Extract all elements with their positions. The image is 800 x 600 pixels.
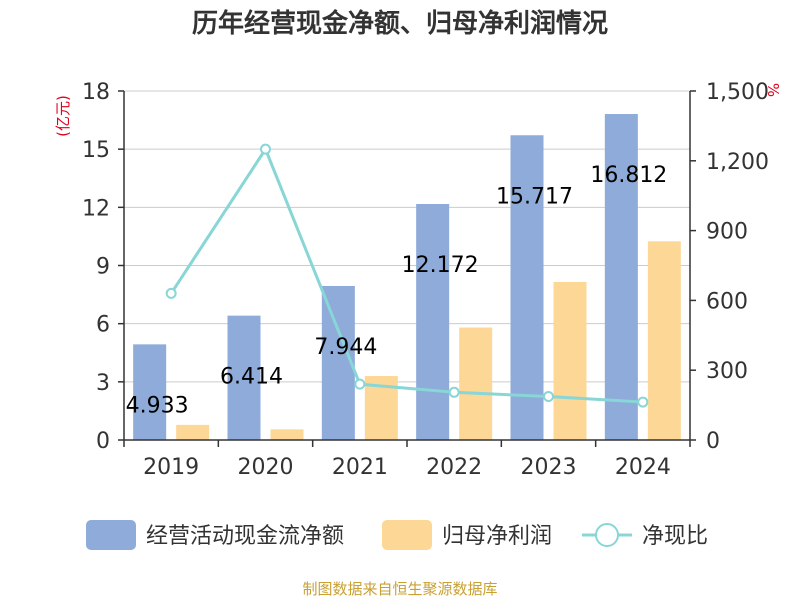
profit-bar: [647, 241, 681, 440]
bars: [133, 114, 681, 440]
legend: 经营活动现金流净额 归母净利润 净现比: [86, 520, 708, 550]
ratio-point: [260, 143, 271, 155]
right-tick-label: 300: [706, 359, 748, 384]
data-labels: 4.933 6.414 7.944 12.172 15.717 16.812: [126, 163, 668, 418]
left-axis-unit: (亿元): [54, 95, 72, 137]
ratio-point: [543, 390, 554, 402]
axes: [118, 90, 696, 447]
ratio-point: [354, 378, 366, 390]
right-tick-label: 900: [706, 220, 748, 245]
cashflow-bar: [510, 135, 544, 440]
ratio-point: [165, 287, 177, 299]
legend-ratio-label: 净现比: [642, 524, 708, 549]
profit-bar: [176, 424, 210, 440]
source-note: 制图数据来自恒生聚源数据库: [302, 580, 497, 598]
legend-ratio-marker: [595, 523, 619, 547]
ratio-point: [637, 396, 649, 408]
ticks: 0 3 6 9 12 15 18 0 300 600 900 1,200 1,500 2019 2020 20…: [82, 80, 769, 480]
cashflow-bar: [133, 344, 167, 440]
cashflow-bar: [604, 114, 638, 440]
x-tick-label: 2024: [615, 455, 671, 480]
cashflow-data-label: 6.414: [220, 365, 283, 390]
left-tick-label: 9: [96, 255, 110, 280]
ratio-point: [448, 386, 460, 398]
cashflow-data-label: 15.717: [496, 184, 573, 209]
x-tick-label: 2021: [332, 455, 388, 480]
right-tick-label: 0: [706, 429, 720, 454]
x-tick-label: 2023: [521, 455, 577, 480]
left-tick-label: 15: [82, 138, 110, 163]
legend-profit-label: 归母净利润: [442, 524, 552, 549]
right-tick-label: 600: [706, 289, 748, 314]
x-tick-label: 2020: [238, 455, 294, 480]
profit-bar: [270, 429, 304, 440]
cashflow-bar: [416, 203, 450, 440]
left-tick-label: 6: [96, 313, 110, 338]
x-tick-label: 2019: [143, 455, 199, 480]
ratio-line: [165, 143, 649, 408]
cashflow-data-label: 12.172: [402, 253, 479, 278]
cashflow-bar: [321, 285, 355, 440]
grid: [124, 90, 690, 383]
legend-cashflow-swatch: [86, 520, 136, 550]
x-tick-label: 2022: [426, 455, 482, 480]
cashflow-bar: [227, 315, 261, 440]
ratio-polyline: [169, 145, 643, 404]
legend-cashflow-label: 经营活动现金流净额: [146, 524, 344, 549]
left-tick-label: 0: [96, 429, 110, 454]
right-tick-label: 1,200: [706, 150, 769, 175]
right-tick-label: 1,500: [706, 80, 769, 105]
right-axis-unit: %: [764, 83, 782, 97]
cashflow-data-label: 7.944: [314, 335, 377, 360]
cashflow-data-label: 4.933: [126, 393, 189, 418]
left-tick-label: 3: [96, 371, 110, 396]
left-tick-label: 18: [82, 80, 110, 105]
left-tick-label: 12: [82, 196, 110, 221]
cashflow-data-label: 16.812: [590, 163, 667, 188]
profit-bar: [553, 281, 587, 440]
profit-bar: [459, 327, 493, 440]
chart-title: 历年经营现金净额、归母净利润情况: [192, 8, 608, 39]
legend-profit-swatch: [382, 520, 432, 550]
